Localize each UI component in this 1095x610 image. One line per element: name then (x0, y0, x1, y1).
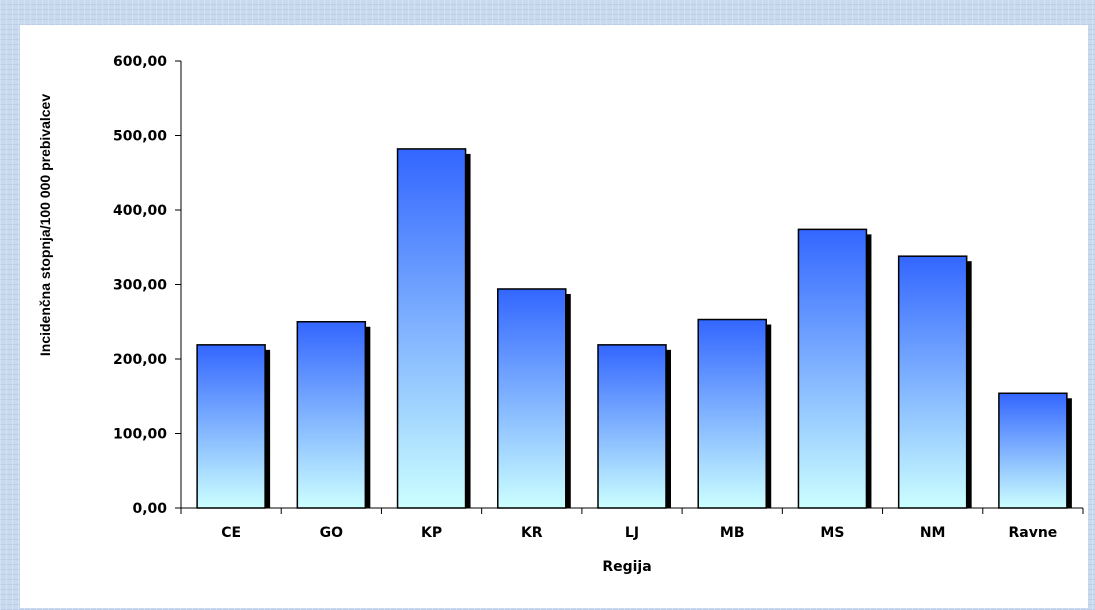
y-axis-title: Incidenčna stopnja/100 000 prebivalcev (37, 94, 53, 356)
x-tick-label: Ravne (1008, 525, 1057, 541)
x-tick-label: KP (421, 525, 442, 541)
bar-kp (396, 148, 467, 509)
bar-ravne (998, 392, 1068, 509)
x-tick-label: MS (820, 525, 844, 541)
bar-lj (597, 344, 667, 509)
x-tick-label: NM (920, 525, 946, 541)
x-axis-title: Regija (602, 559, 651, 575)
x-tick-label: MB (720, 525, 745, 541)
y-tick-label: 400,00 (113, 203, 167, 219)
bar-kr (497, 288, 567, 509)
bar-nm (897, 255, 968, 509)
x-tick-label: GO (320, 525, 343, 541)
y-tick-label: 100,00 (113, 427, 167, 443)
y-tick-label: 600,00 (113, 54, 167, 70)
y-tick-label: 0,00 (132, 501, 167, 517)
x-tick-label: CE (221, 525, 241, 541)
y-tick-label: 300,00 (113, 278, 167, 294)
bar-ms (797, 228, 868, 509)
y-tick-label: 500,00 (113, 129, 167, 145)
x-tick-label: LJ (625, 525, 639, 541)
bar-ce (196, 344, 266, 509)
x-tick-label: KR (521, 525, 543, 541)
bar-mb (697, 318, 767, 509)
y-tick-label: 200,00 (113, 352, 167, 368)
bar-go (296, 321, 367, 509)
